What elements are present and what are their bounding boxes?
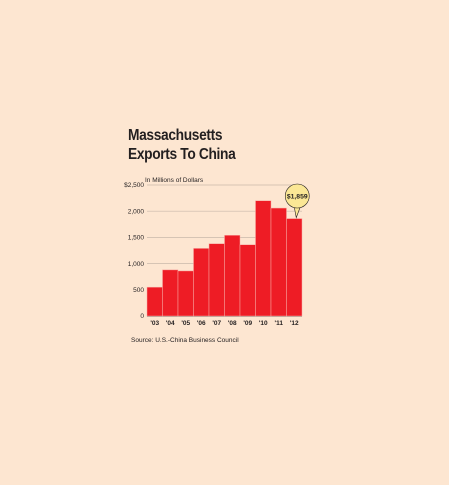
x-tick-label: '07 <box>212 320 221 327</box>
bar <box>255 200 272 317</box>
x-axis-labels: '03 '04 '05 '06 '07 '08 '09 '10 '11 '12 <box>150 320 299 327</box>
y-tick-label: 1,000 <box>128 261 145 268</box>
bar <box>224 235 241 317</box>
title-line-1: Massachusetts <box>128 127 223 144</box>
chart-title: Massachusetts Exports To China <box>128 126 236 164</box>
bar <box>239 244 256 317</box>
y-tick-label: $2,500 <box>124 182 144 189</box>
y-axis-labels: 0 500 1,000 1,500 2,000 $2,500 <box>124 182 144 320</box>
y-tick-label: 1,500 <box>128 235 145 242</box>
bar <box>286 218 303 317</box>
source-note: Source: U.S.-China Business Council <box>131 337 239 344</box>
x-tick-label: '09 <box>243 320 252 327</box>
unit-label: In Millions of Dollars <box>145 177 204 184</box>
callout-label: $1,859 <box>287 193 308 200</box>
value-callout: $1,859 <box>284 183 310 219</box>
y-tick-label: 0 <box>140 313 144 320</box>
x-tick-label: '10 <box>259 320 268 327</box>
bar <box>146 286 163 317</box>
bar <box>270 207 287 317</box>
bar <box>177 270 194 317</box>
y-tick-label: 500 <box>133 287 144 294</box>
bar <box>162 269 179 317</box>
x-tick-label: '05 <box>181 320 190 327</box>
x-tick-label: '03 <box>150 320 159 327</box>
bar <box>208 243 225 317</box>
y-tick-label: 2,000 <box>128 208 145 215</box>
callout-pointer <box>293 206 301 219</box>
x-tick-label: '11 <box>275 320 284 327</box>
x-tick-label: '08 <box>228 320 237 327</box>
bar <box>193 248 210 317</box>
x-tick-label: '12 <box>290 320 299 327</box>
title-line-2: Exports To China <box>128 146 236 163</box>
x-tick-label: '04 <box>166 320 175 327</box>
x-tick-label: '06 <box>197 320 206 327</box>
callout-bubble <box>284 183 310 209</box>
bars <box>146 200 303 317</box>
